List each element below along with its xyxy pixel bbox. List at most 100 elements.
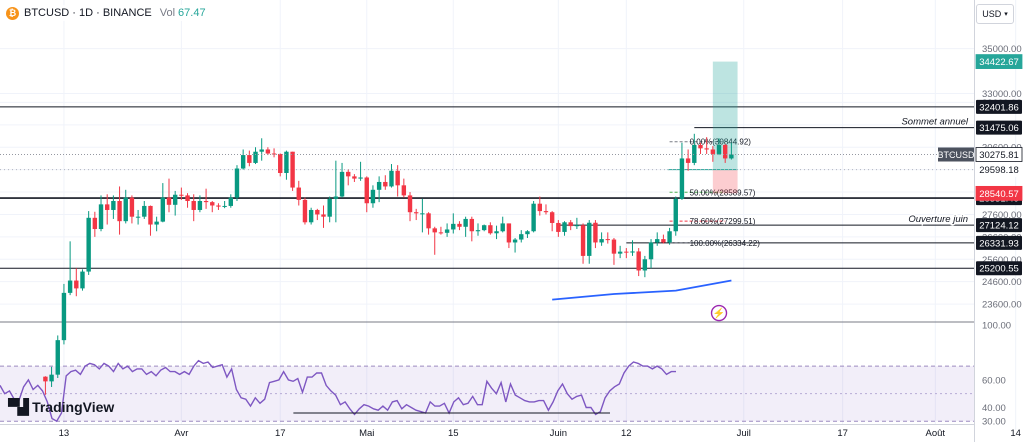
candle — [160, 183, 166, 223]
candle-body — [228, 197, 233, 206]
level-price-tag-3 — [976, 218, 1022, 233]
candle-body — [698, 144, 703, 149]
candle — [327, 196, 332, 223]
candle — [549, 211, 555, 232]
candle-body — [148, 205, 153, 225]
candle — [308, 207, 314, 225]
candle-body — [587, 222, 592, 256]
candle — [247, 150, 252, 167]
candle-body — [302, 199, 308, 223]
candle-body — [463, 218, 468, 227]
candle-body — [481, 225, 487, 231]
candle-body — [512, 239, 518, 243]
candle — [401, 178, 407, 198]
candle-body — [179, 194, 184, 196]
candle-body — [247, 155, 252, 163]
candle-body — [519, 234, 524, 240]
price-axis[interactable]: 23600.0024600.0025600.0026600.0027600.00… — [937, 44, 1023, 428]
candle — [172, 190, 178, 216]
candle-body — [500, 223, 505, 232]
moving-average — [552, 279, 732, 301]
candle-body — [617, 251, 623, 254]
candle — [358, 161, 363, 181]
fibonacci-retracement[interactable]: 0.00%(30844.92) 50.00%(28589.57) 78.60%(27… — [669, 138, 761, 248]
symbol-header[interactable]: ₿ BTCUSD · 1D · BINANCE Vol 67.47 — [6, 5, 210, 21]
candle-body — [327, 198, 332, 217]
candle — [271, 148, 277, 158]
candle — [568, 220, 573, 231]
candle-body — [420, 213, 425, 215]
candle-body — [630, 251, 635, 253]
time-tick-label-9: Août — [926, 428, 946, 439]
time-tick-label-1: Avr — [174, 428, 188, 439]
candle — [284, 150, 289, 180]
candle — [253, 147, 258, 165]
candle — [395, 165, 400, 197]
candle — [321, 205, 326, 228]
candle — [265, 147, 271, 156]
candle-body — [636, 251, 641, 271]
candle — [500, 216, 505, 233]
candle — [630, 240, 635, 256]
candle — [228, 194, 233, 208]
candle-body — [216, 205, 221, 207]
candle — [692, 133, 697, 166]
candle — [704, 137, 709, 154]
candle — [685, 149, 691, 171]
currency-selector[interactable]: USD ▾ — [976, 4, 1014, 24]
candle — [599, 232, 604, 246]
candle-body — [191, 201, 196, 210]
candle-body — [185, 195, 190, 202]
candle-body — [716, 144, 722, 154]
price-tag-3 — [975, 185, 1023, 201]
candle-body — [370, 189, 376, 204]
candle-body — [531, 203, 536, 232]
candle — [166, 178, 172, 213]
candle — [370, 185, 376, 208]
chevron-down-icon: ▾ — [1004, 11, 1008, 18]
candle — [278, 153, 283, 177]
candle — [376, 176, 382, 203]
candle — [389, 164, 394, 188]
time-tick-label-4: 15 — [448, 428, 459, 439]
candle — [519, 230, 524, 243]
candle — [61, 283, 67, 345]
candle-body — [407, 195, 413, 213]
candle-body — [296, 187, 301, 200]
symbol-title: BTCUSD · 1D · BINANCE — [24, 7, 152, 19]
candle — [339, 162, 345, 198]
bitcoin-logo-icon: ₿ — [6, 6, 19, 20]
candle — [216, 203, 221, 210]
candle — [716, 138, 722, 156]
candle-body — [494, 231, 499, 234]
candle — [259, 138, 264, 161]
candle-body — [383, 181, 388, 187]
candle — [364, 176, 369, 213]
candle — [426, 212, 431, 235]
candle-body — [210, 202, 215, 206]
candle-body — [685, 158, 691, 163]
candle-body — [253, 151, 258, 163]
time-axis[interactable]: 13 Avr 17 Mai 15 Juin 12 Juil 17 Août 14 — [0, 424, 1021, 442]
candle — [105, 194, 110, 225]
candle — [525, 230, 530, 238]
candle — [55, 335, 60, 379]
candle — [179, 187, 184, 200]
time-tick-label-0: 13 — [59, 428, 70, 439]
candle-body — [111, 201, 116, 210]
candle-body — [395, 170, 400, 186]
tradingview-logo: ▀▟ TradingView — [8, 398, 114, 416]
candle — [451, 213, 456, 234]
candle-body — [55, 340, 60, 375]
candle — [148, 205, 153, 236]
candle-body — [679, 158, 685, 199]
candle-body — [105, 204, 110, 210]
candle — [438, 226, 444, 235]
candle — [296, 180, 301, 206]
candle — [210, 201, 215, 213]
candle-body — [426, 213, 431, 229]
candles — [43, 133, 734, 395]
candle — [556, 220, 561, 237]
